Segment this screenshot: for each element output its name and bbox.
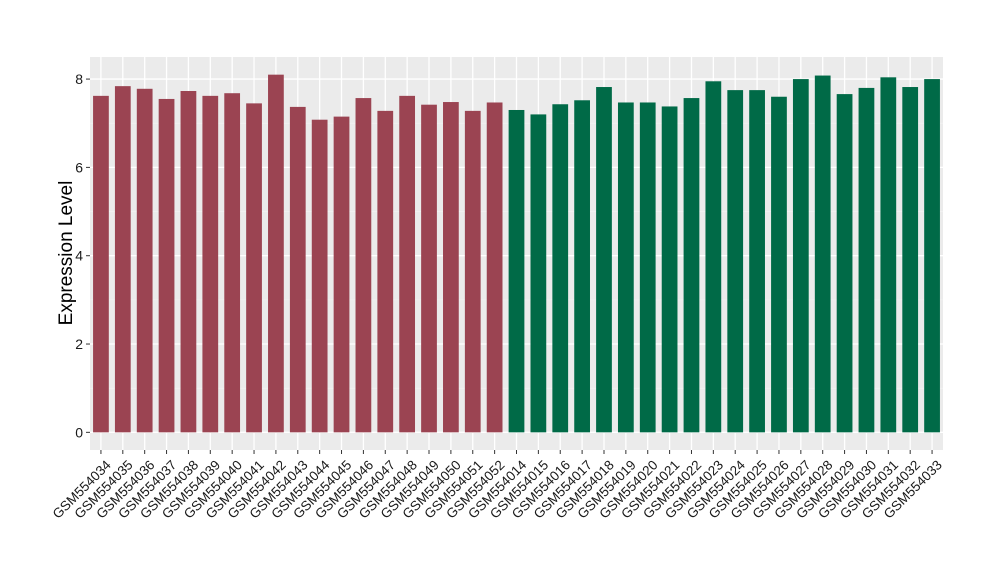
bar-GSM554028 [814, 75, 831, 433]
bar-GSM554041 [246, 103, 262, 433]
bar-GSM554044 [311, 119, 328, 433]
bar-GSM554051 [464, 110, 481, 433]
bar-GSM554015 [530, 114, 547, 433]
y-axis-label: Expression Level [56, 181, 77, 326]
bar-GSM554037 [158, 98, 175, 433]
y-tick-label: 2 [75, 336, 83, 352]
bar-GSM554049 [421, 104, 437, 433]
bar-GSM554029 [836, 94, 853, 433]
y-tick-label: 0 [75, 424, 83, 440]
bar-GSM554050 [443, 102, 459, 433]
bar-GSM554014 [508, 109, 525, 433]
bar-GSM554034 [93, 95, 109, 433]
bar-GSM554031 [880, 77, 897, 433]
bar-GSM554042 [268, 74, 284, 433]
bar-GSM554052 [486, 102, 503, 433]
bar-GSM554019 [617, 102, 634, 433]
bar-GSM554026 [771, 96, 787, 433]
bar-GSM554039 [202, 95, 219, 433]
bar-GSM554045 [333, 116, 350, 433]
bar-GSM554023 [705, 81, 722, 433]
bar-GSM554025 [749, 90, 765, 433]
bar-GSM554024 [727, 90, 744, 433]
bar-GSM554020 [639, 102, 656, 433]
bar-GSM554047 [377, 110, 394, 433]
bar-GSM554040 [224, 93, 241, 433]
bar-GSM554018 [596, 87, 612, 433]
y-axis: 0 2 4 6 8 [75, 71, 90, 440]
bar-GSM554048 [399, 95, 416, 433]
bar-GSM554038 [180, 91, 197, 433]
bar-GSM554016 [552, 104, 569, 433]
bar-GSM554046 [355, 98, 372, 433]
y-tick-label: 6 [75, 159, 83, 175]
bar-GSM554030 [858, 87, 875, 433]
bar-GSM554017 [574, 100, 590, 433]
bar-GSM554043 [289, 106, 306, 433]
bars [93, 74, 940, 433]
bar-GSM554036 [136, 88, 153, 433]
y-tick-label: 4 [75, 248, 83, 264]
bar-GSM554033 [924, 79, 940, 433]
bar-GSM554021 [661, 106, 678, 433]
x-axis: GSM554034GSM554035GSM554036GSM554037GSM5… [50, 450, 945, 522]
y-tick-label: 8 [75, 71, 83, 87]
bar-GSM554022 [683, 98, 700, 433]
bar-GSM554035 [114, 86, 131, 433]
bar-GSM554032 [902, 87, 919, 433]
bar-GSM554027 [792, 79, 809, 433]
